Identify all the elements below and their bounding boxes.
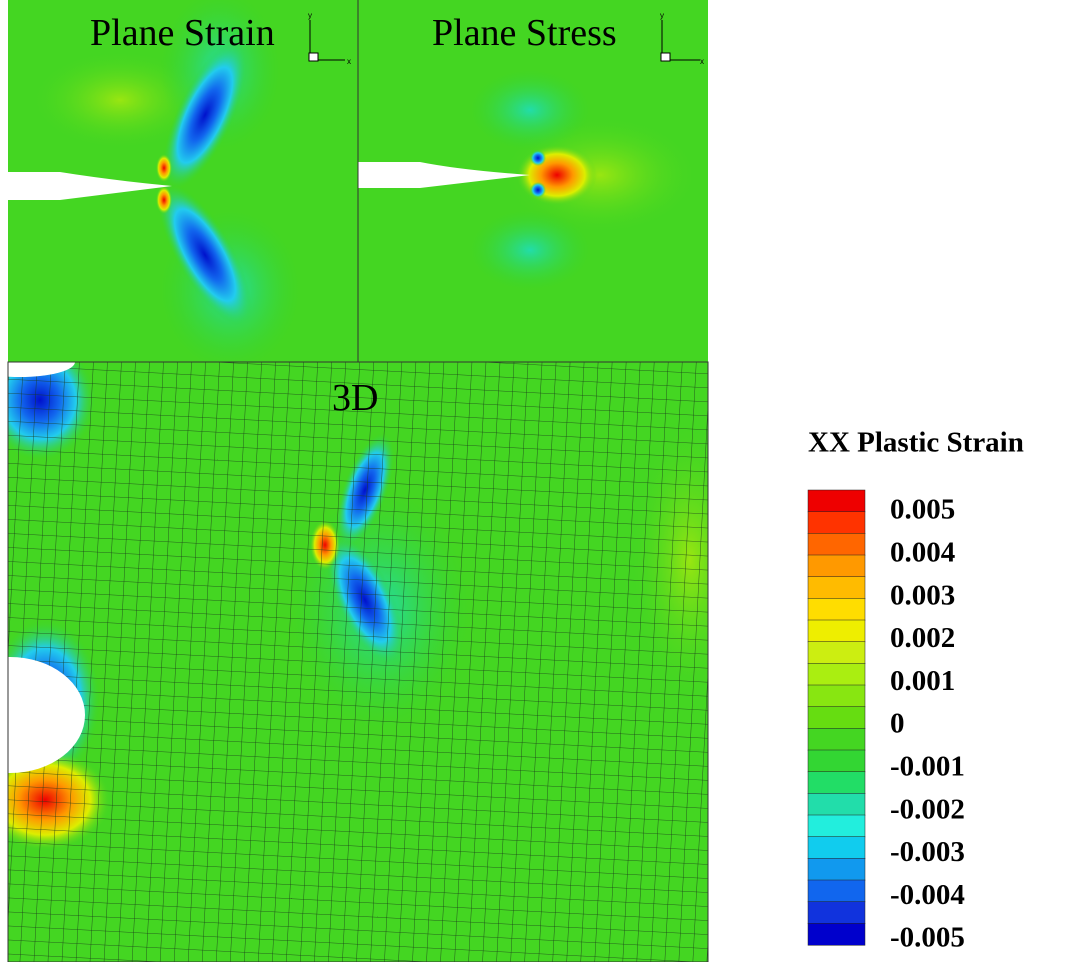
panel-title: Plane Stress xyxy=(432,12,617,54)
colorbar-band xyxy=(807,554,866,578)
3d-panel xyxy=(8,362,708,962)
colorbar-band xyxy=(807,619,866,643)
colorbar-band xyxy=(807,771,866,794)
colorbar-label: -0.002 xyxy=(890,793,965,825)
panel-title: Plane Strain xyxy=(90,12,275,54)
colorbar-band xyxy=(807,641,866,664)
colorbar-band xyxy=(807,749,866,773)
axis-label: y xyxy=(308,11,312,20)
axis-label: x xyxy=(700,57,704,66)
panel-frame xyxy=(7,361,709,962)
colorbar-band xyxy=(807,901,866,924)
colorbar-band xyxy=(807,489,866,513)
colorbar-label: -0.005 xyxy=(890,922,965,954)
colorbar-band xyxy=(807,728,866,751)
colorbar-band xyxy=(807,793,866,816)
colorbar-band xyxy=(807,663,866,686)
colorbar-label: 0.004 xyxy=(890,536,955,568)
plane-stress-panel xyxy=(358,0,708,362)
colorbar-label: 0.005 xyxy=(890,494,955,526)
colorbar-label: -0.001 xyxy=(890,750,965,782)
colorbar-band xyxy=(807,814,866,838)
colorbar-label: 0.003 xyxy=(890,579,955,611)
axis-label: y xyxy=(660,11,664,20)
colorbar-band xyxy=(807,706,866,729)
colorbar-band xyxy=(807,533,866,556)
colorbar-label: -0.003 xyxy=(890,836,965,868)
plane-strain-panel xyxy=(8,0,358,362)
colorbar-label: 0.001 xyxy=(890,665,955,697)
axis-label: x xyxy=(347,57,351,66)
colorbar-band xyxy=(807,598,866,621)
colorbar-band xyxy=(807,923,866,946)
colorbar-band xyxy=(807,511,866,534)
colorbar-band xyxy=(807,836,866,859)
colorbar-band xyxy=(807,576,866,599)
panel-title: 3D xyxy=(332,377,378,419)
colorbar-band xyxy=(807,684,866,708)
colorbar-label: 0.002 xyxy=(890,622,955,654)
colorbar-band xyxy=(807,879,866,903)
colorbar-label: 0 xyxy=(890,708,905,740)
colorbar-label: -0.004 xyxy=(890,879,965,911)
colorbar-title: XX Plastic Strain xyxy=(808,427,1024,459)
colorbar-band xyxy=(807,858,866,881)
